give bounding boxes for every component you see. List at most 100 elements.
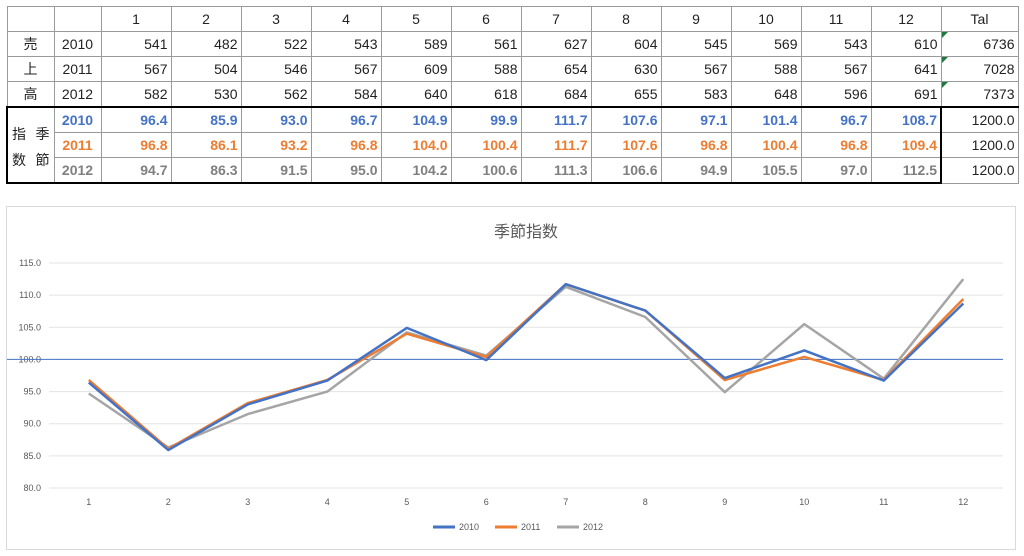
value-cell[interactable]: 569 [730, 31, 802, 57]
index-value-cell[interactable]: 96.8 [660, 132, 732, 158]
index-value-cell[interactable]: 109.4 [870, 132, 942, 158]
index-value-cell[interactable]: 96.8 [800, 132, 872, 158]
value-cell[interactable]: 589 [380, 31, 452, 57]
index-value-cell[interactable]: 93.0 [240, 106, 312, 133]
column-header[interactable]: 1 [100, 6, 172, 32]
index-label-cell[interactable]: 指季数節 [6, 106, 55, 184]
index-value-cell[interactable]: 91.5 [240, 157, 312, 184]
column-header[interactable]: 10 [730, 6, 802, 32]
sales-label-cell[interactable]: 上 [6, 56, 55, 82]
index-value-cell[interactable]: 111.7 [520, 106, 592, 133]
value-cell[interactable]: 482 [170, 31, 242, 57]
index-value-cell[interactable]: 104.0 [380, 132, 452, 158]
value-cell[interactable]: 609 [380, 56, 452, 82]
value-cell[interactable]: 541 [100, 31, 172, 57]
column-header[interactable] [53, 6, 102, 32]
value-cell[interactable]: 627 [520, 31, 592, 57]
total-cell[interactable]: 7028 [940, 56, 1019, 82]
column-header[interactable]: 2 [170, 6, 242, 32]
value-cell[interactable]: 545 [660, 31, 732, 57]
value-cell[interactable]: 543 [800, 31, 872, 57]
value-cell[interactable]: 543 [310, 31, 382, 57]
year-cell[interactable]: 2011 [53, 132, 102, 158]
value-cell[interactable]: 684 [520, 81, 592, 108]
value-cell[interactable]: 562 [240, 81, 312, 108]
value-cell[interactable]: 596 [800, 81, 872, 108]
index-value-cell[interactable]: 107.6 [590, 106, 662, 133]
index-value-cell[interactable]: 96.8 [310, 132, 382, 158]
column-header[interactable]: 11 [800, 6, 872, 32]
index-value-cell[interactable]: 112.5 [870, 157, 942, 184]
column-header[interactable]: 5 [380, 6, 452, 32]
value-cell[interactable]: 655 [590, 81, 662, 108]
index-value-cell[interactable]: 111.3 [520, 157, 592, 184]
value-cell[interactable]: 654 [520, 56, 592, 82]
year-cell[interactable]: 2010 [53, 31, 102, 57]
index-value-cell[interactable]: 100.4 [730, 132, 802, 158]
total-cell[interactable]: 7373 [940, 81, 1019, 108]
index-value-cell[interactable]: 97.0 [800, 157, 872, 184]
index-value-cell[interactable]: 100.4 [450, 132, 522, 158]
value-cell[interactable]: 567 [310, 56, 382, 82]
value-cell[interactable]: 567 [800, 56, 872, 82]
index-value-cell[interactable]: 97.1 [660, 106, 732, 133]
year-cell[interactable]: 2012 [53, 157, 102, 184]
index-value-cell[interactable]: 104.9 [380, 106, 452, 133]
index-value-cell[interactable]: 94.7 [100, 157, 172, 184]
index-value-cell[interactable]: 85.9 [170, 106, 242, 133]
value-cell[interactable]: 583 [660, 81, 732, 108]
value-cell[interactable]: 504 [170, 56, 242, 82]
index-value-cell[interactable]: 107.6 [590, 132, 662, 158]
value-cell[interactable]: 582 [100, 81, 172, 108]
value-cell[interactable]: 588 [730, 56, 802, 82]
value-cell[interactable]: 588 [450, 56, 522, 82]
year-cell[interactable]: 2011 [53, 56, 102, 82]
value-cell[interactable]: 640 [380, 81, 452, 108]
legend-label[interactable]: 2010 [459, 522, 479, 532]
total-cell[interactable]: 1200.0 [940, 157, 1019, 184]
legend-label[interactable]: 2012 [583, 522, 603, 532]
index-value-cell[interactable]: 105.5 [730, 157, 802, 184]
index-value-cell[interactable]: 96.7 [310, 106, 382, 133]
column-header[interactable] [6, 6, 55, 32]
legend-label[interactable]: 2011 [521, 522, 540, 532]
index-value-cell[interactable]: 96.7 [800, 106, 872, 133]
value-cell[interactable]: 610 [870, 31, 942, 57]
index-value-cell[interactable]: 86.1 [170, 132, 242, 158]
total-cell[interactable]: 1200.0 [940, 132, 1019, 158]
index-value-cell[interactable]: 111.7 [520, 132, 592, 158]
index-value-cell[interactable]: 94.9 [660, 157, 732, 184]
sales-label-cell[interactable]: 高 [6, 81, 55, 108]
value-cell[interactable]: 567 [660, 56, 732, 82]
value-cell[interactable]: 522 [240, 31, 312, 57]
column-header[interactable]: 9 [660, 6, 732, 32]
value-cell[interactable]: 648 [730, 81, 802, 108]
column-header[interactable]: 8 [590, 6, 662, 32]
index-value-cell[interactable]: 104.2 [380, 157, 452, 184]
column-header[interactable]: 4 [310, 6, 382, 32]
index-value-cell[interactable]: 96.4 [100, 106, 172, 133]
column-header[interactable]: 6 [450, 6, 522, 32]
column-header[interactable]: 7 [520, 6, 592, 32]
value-cell[interactable]: 546 [240, 56, 312, 82]
index-value-cell[interactable]: 93.2 [240, 132, 312, 158]
column-header[interactable]: 12 [870, 6, 942, 32]
value-cell[interactable]: 630 [590, 56, 662, 82]
total-cell[interactable]: 6736 [940, 31, 1019, 57]
index-value-cell[interactable]: 101.4 [730, 106, 802, 133]
year-cell[interactable]: 2010 [53, 106, 102, 133]
value-cell[interactable]: 584 [310, 81, 382, 108]
index-value-cell[interactable]: 86.3 [170, 157, 242, 184]
index-value-cell[interactable]: 96.8 [100, 132, 172, 158]
column-header[interactable]: 3 [240, 6, 312, 32]
index-value-cell[interactable]: 99.9 [450, 106, 522, 133]
value-cell[interactable]: 618 [450, 81, 522, 108]
value-cell[interactable]: 641 [870, 56, 942, 82]
value-cell[interactable]: 530 [170, 81, 242, 108]
value-cell[interactable]: 691 [870, 81, 942, 108]
index-value-cell[interactable]: 106.6 [590, 157, 662, 184]
value-cell[interactable]: 604 [590, 31, 662, 57]
index-value-cell[interactable]: 100.6 [450, 157, 522, 184]
index-value-cell[interactable]: 95.0 [310, 157, 382, 184]
sales-label-cell[interactable]: 売 [6, 31, 55, 57]
